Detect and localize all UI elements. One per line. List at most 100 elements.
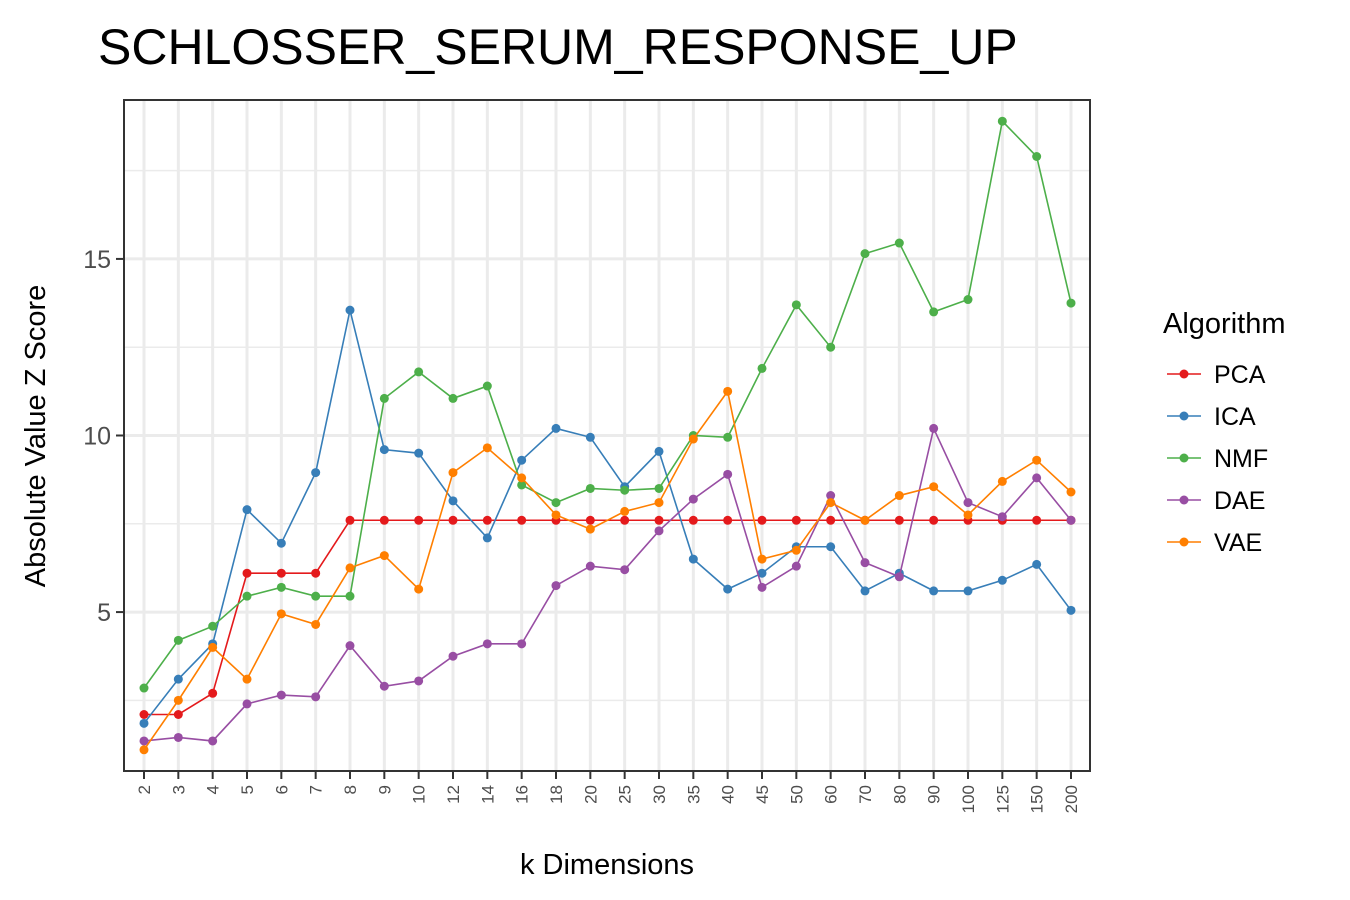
y-tick-label: 15 <box>83 246 111 274</box>
x-tick-label: 80 <box>890 785 909 804</box>
legend-marker-nmf <box>1179 453 1189 463</box>
legend-label-nmf: NMF <box>1214 445 1268 473</box>
x-tick-label: 30 <box>650 785 669 804</box>
data-point-ica <box>242 505 252 515</box>
series-line-vae <box>143 389 1072 751</box>
data-point-dae <box>242 699 252 709</box>
data-point-dae <box>379 681 389 691</box>
x-tick-label: 8 <box>341 785 360 794</box>
data-point-pca <box>620 515 630 525</box>
x-tick-label: 16 <box>513 785 532 804</box>
data-point-vae <box>757 554 767 564</box>
data-point-nmf <box>345 591 355 601</box>
data-point-vae <box>860 515 870 525</box>
data-point-nmf <box>826 342 836 352</box>
data-point-pca <box>894 515 904 525</box>
data-point-vae <box>723 386 733 396</box>
data-point-vae <box>551 510 561 520</box>
data-point-ica <box>379 445 389 455</box>
data-point-nmf <box>242 591 252 601</box>
data-point-dae <box>551 581 561 591</box>
data-point-pca <box>379 515 389 525</box>
data-point-vae <box>894 491 904 501</box>
data-point-pca <box>688 515 698 525</box>
data-point-nmf <box>963 295 973 305</box>
data-point-nmf <box>654 483 664 493</box>
x-tick-label: 2 <box>135 785 154 794</box>
data-point-dae <box>688 494 698 504</box>
data-point-nmf <box>723 432 733 442</box>
data-point-vae <box>311 619 321 629</box>
data-point-vae <box>208 642 218 652</box>
data-point-nmf <box>929 307 939 317</box>
legend-label-vae: VAE <box>1214 529 1262 557</box>
data-point-nmf <box>791 300 801 310</box>
x-tick-label: 3 <box>169 785 188 794</box>
data-point-vae <box>620 506 630 516</box>
data-point-dae <box>723 469 733 479</box>
legend-items: PCA ICA NMF DAE VAE <box>1167 361 1268 557</box>
data-point-vae <box>482 443 492 453</box>
data-point-pca <box>242 568 252 578</box>
x-tick-label: 200 <box>1062 785 1081 813</box>
data-point-pca <box>757 515 767 525</box>
data-point-nmf <box>448 393 458 403</box>
x-tick-label: 18 <box>547 785 566 804</box>
data-point-dae <box>276 690 286 700</box>
data-point-pca <box>1032 515 1042 525</box>
data-point-vae <box>379 551 389 561</box>
data-point-ica <box>723 584 733 594</box>
data-point-ica <box>276 538 286 548</box>
data-point-pca <box>173 709 183 719</box>
data-point-ica <box>1032 559 1042 569</box>
y-tick-label: 10 <box>83 423 111 451</box>
data-point-nmf <box>379 393 389 403</box>
data-point-vae <box>1032 455 1042 465</box>
data-point-ica <box>173 674 183 684</box>
x-tick-label: 100 <box>959 785 978 813</box>
chart-title: SCHLOSSER_SERUM_RESPONSE_UP <box>98 19 1018 75</box>
data-point-nmf <box>1066 298 1076 308</box>
series-layer <box>139 116 1076 755</box>
data-point-nmf <box>620 485 630 495</box>
data-point-nmf <box>894 238 904 248</box>
data-point-ica <box>345 305 355 315</box>
data-point-pca <box>654 515 664 525</box>
data-point-vae <box>517 473 527 483</box>
data-point-vae <box>173 695 183 705</box>
data-point-dae <box>448 651 458 661</box>
data-point-vae <box>585 524 595 534</box>
x-axis-title: k Dimensions <box>520 849 694 881</box>
x-tick-label: 7 <box>307 785 326 794</box>
data-point-pca <box>414 515 424 525</box>
data-point-pca <box>723 515 733 525</box>
data-point-vae <box>139 745 149 755</box>
data-point-dae <box>757 582 767 592</box>
x-tick-label: 5 <box>238 785 257 794</box>
data-point-vae <box>997 476 1007 486</box>
legend-marker-vae <box>1179 537 1189 547</box>
x-tick-label: 35 <box>684 785 703 804</box>
x-tick-label: 14 <box>478 785 497 804</box>
data-point-nmf <box>414 367 424 377</box>
data-point-pca <box>448 515 458 525</box>
series-line-ica <box>143 309 1072 724</box>
legend-title: Algorithm <box>1163 308 1286 340</box>
data-point-vae <box>242 674 252 684</box>
data-point-pca <box>139 709 149 719</box>
x-tick-label: 50 <box>787 785 806 804</box>
data-point-nmf <box>173 635 183 645</box>
data-point-vae <box>826 498 836 508</box>
series-line-nmf <box>143 119 1072 689</box>
data-point-vae <box>929 482 939 492</box>
x-tick-label: 6 <box>272 785 291 794</box>
data-point-dae <box>997 512 1007 522</box>
data-point-ica <box>585 432 595 442</box>
data-point-nmf <box>208 621 218 631</box>
data-point-ica <box>963 586 973 596</box>
data-point-ica <box>1066 605 1076 615</box>
data-point-dae <box>311 692 321 702</box>
x-tick-label: 90 <box>925 785 944 804</box>
data-point-pca <box>311 568 321 578</box>
